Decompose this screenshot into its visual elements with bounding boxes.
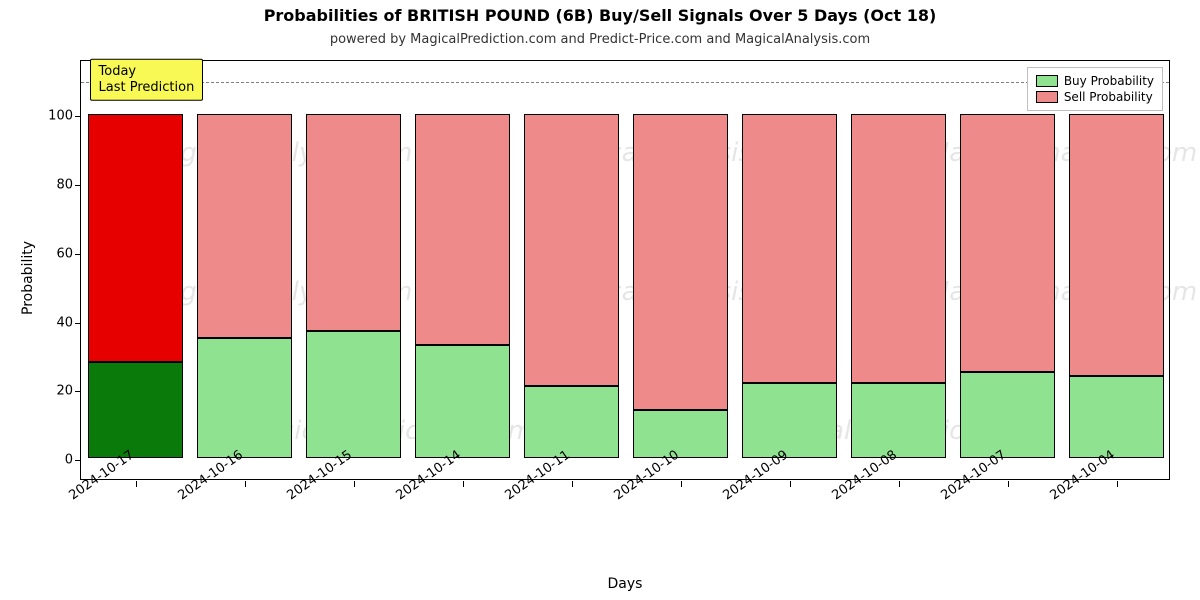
bar-segment-sell — [851, 114, 947, 383]
legend-label: Buy Probability — [1064, 74, 1154, 88]
bar-slot — [88, 59, 184, 479]
y-tick-mark — [75, 323, 81, 324]
bar-slot — [197, 59, 293, 479]
bar-slot — [851, 59, 947, 479]
legend-item: Buy Probability — [1036, 73, 1154, 89]
chart-subtitle: powered by MagicalPrediction.com and Pre… — [0, 32, 1200, 47]
legend-swatch — [1036, 91, 1058, 103]
y-tick-mark — [75, 460, 81, 461]
bar-segment-sell — [415, 114, 511, 345]
bar-slot — [524, 59, 620, 479]
y-tick-mark — [75, 254, 81, 255]
y-axis-label: Probability — [20, 241, 36, 315]
plot-inner: MagicalAnalysis.comMagicalAnalysis.comMa… — [81, 61, 1169, 479]
chart-container: Probabilities of BRITISH POUND (6B) Buy/… — [0, 0, 1200, 600]
bar-segment-buy — [88, 362, 184, 458]
x-tick-mark — [136, 481, 137, 487]
bar-segment-sell — [88, 114, 184, 362]
x-tick-mark — [572, 481, 573, 487]
bar-segment-buy — [742, 383, 838, 459]
reference-line — [81, 82, 1169, 83]
bar-segment-buy — [851, 383, 947, 459]
bars-layer — [81, 61, 1169, 479]
bar-segment-buy — [197, 338, 293, 458]
bar-segment-sell — [1069, 114, 1165, 376]
legend-label: Sell Probability — [1064, 90, 1153, 104]
bar-slot — [415, 59, 511, 479]
x-axis-label: Days — [608, 576, 643, 592]
bar-segment-sell — [306, 114, 402, 331]
y-tick-mark — [75, 116, 81, 117]
x-tick-mark — [899, 481, 900, 487]
bar-segment-buy — [415, 345, 511, 459]
bar-segment-buy — [1069, 376, 1165, 459]
x-tick-mark — [354, 481, 355, 487]
today-annotation: Today Last Prediction — [90, 58, 204, 101]
bar-segment-sell — [633, 114, 729, 410]
bar-segment-buy — [306, 331, 402, 458]
x-tick-mark — [790, 481, 791, 487]
chart-title: Probabilities of BRITISH POUND (6B) Buy/… — [0, 6, 1200, 25]
x-tick-mark — [681, 481, 682, 487]
bar-segment-sell — [742, 114, 838, 383]
bar-slot — [306, 59, 402, 479]
bar-segment-sell — [197, 114, 293, 338]
legend-swatch — [1036, 75, 1058, 87]
y-tick-mark — [75, 185, 81, 186]
x-tick-mark — [245, 481, 246, 487]
y-tick-mark — [75, 391, 81, 392]
bar-segment-buy — [633, 410, 729, 458]
bar-segment-buy — [524, 386, 620, 458]
bar-slot — [1069, 59, 1165, 479]
plot-area: MagicalAnalysis.comMagicalAnalysis.comMa… — [80, 60, 1170, 480]
bar-slot — [633, 59, 729, 479]
x-tick-mark — [463, 481, 464, 487]
x-tick-mark — [1117, 481, 1118, 487]
legend: Buy Probability Sell Probability — [1027, 67, 1163, 111]
bar-slot — [960, 59, 1056, 479]
x-tick-mark — [1008, 481, 1009, 487]
bar-segment-sell — [524, 114, 620, 386]
bar-segment-buy — [960, 372, 1056, 458]
legend-item: Sell Probability — [1036, 89, 1154, 105]
bar-slot — [742, 59, 838, 479]
bar-segment-sell — [960, 114, 1056, 372]
